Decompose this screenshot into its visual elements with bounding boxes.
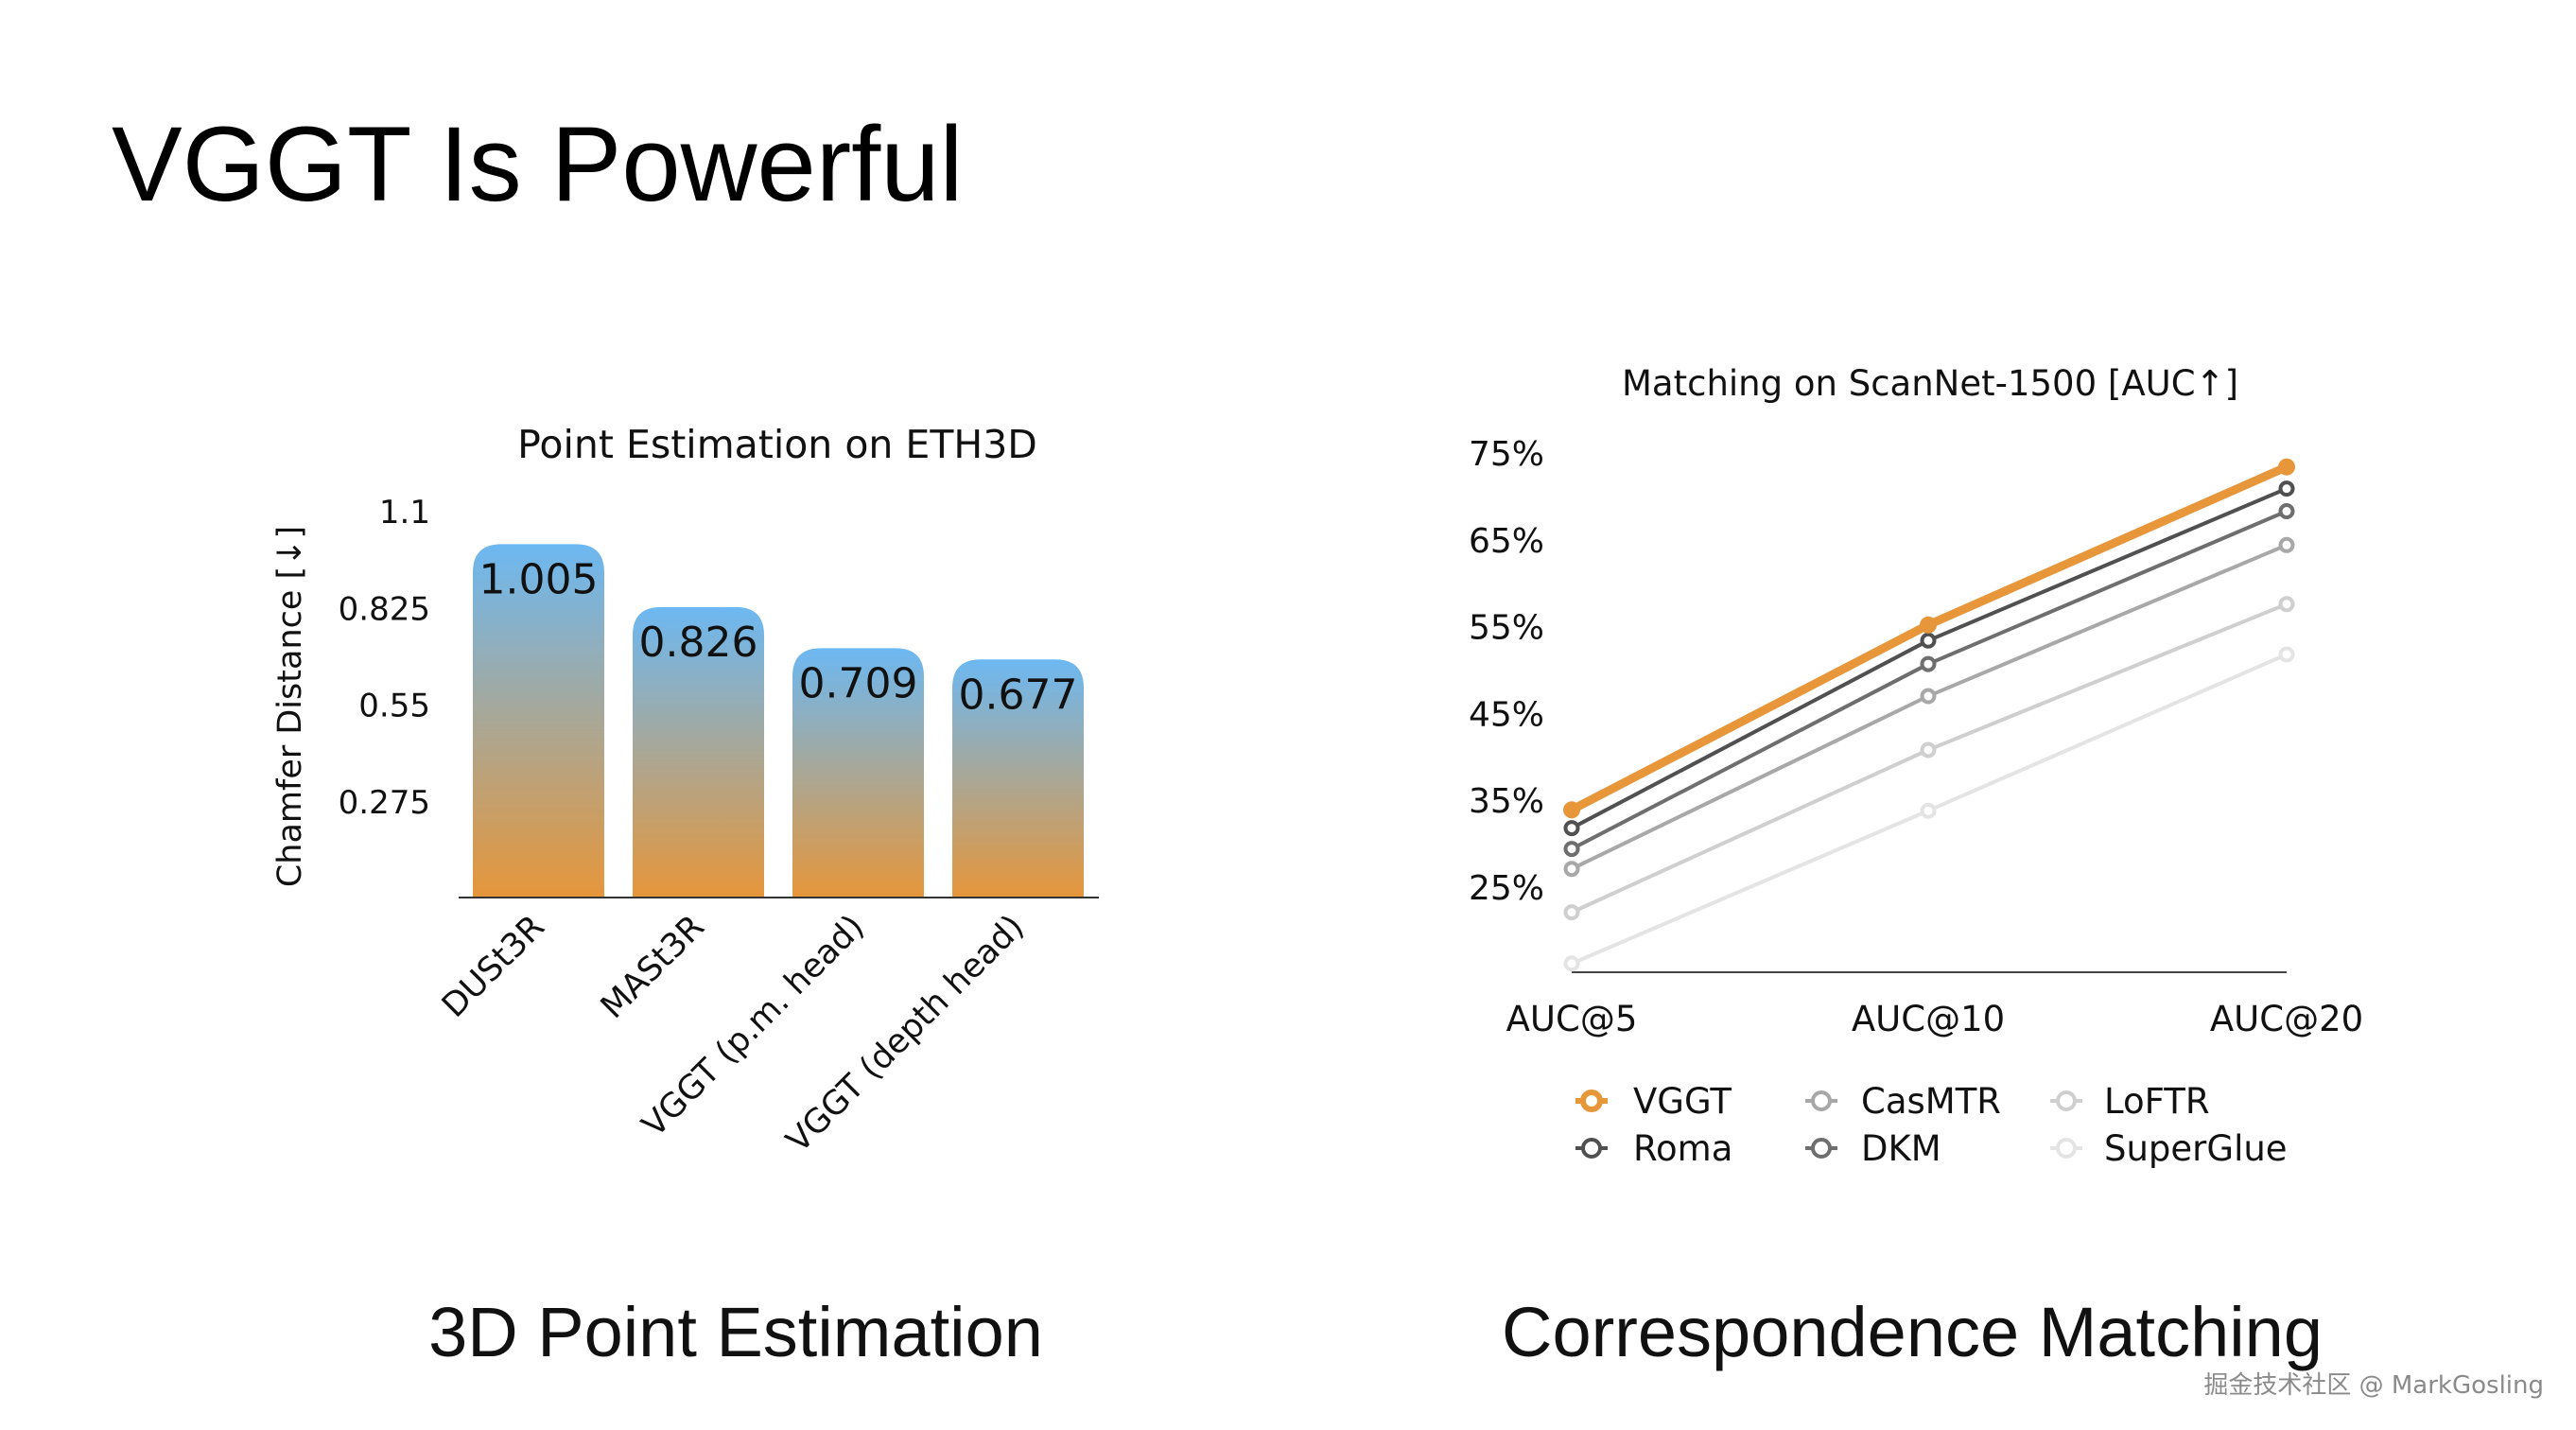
- legend-label: CasMTR: [1861, 1081, 2001, 1122]
- legend-marker-icon: [1581, 1138, 1602, 1159]
- legend-marker-icon: [1811, 1138, 1832, 1159]
- data-point: [1563, 801, 1580, 819]
- bar-mast3r: [633, 606, 764, 898]
- series-roma: [1563, 480, 2295, 837]
- line-y-tick-label: 75%: [1469, 435, 1544, 474]
- legend-label: SuperGlue: [2104, 1128, 2288, 1169]
- line-x-tick-label: AUC@20: [2210, 999, 2363, 1039]
- data-point: [2278, 646, 2295, 663]
- legend-item-loftr: LoFTR: [2050, 1081, 2210, 1122]
- legend-item-vggt: VGGT: [1575, 1081, 1732, 1122]
- slide-title: VGGT Is Powerful: [112, 105, 964, 223]
- series-casmtr: [1563, 536, 2295, 878]
- bar-data-label: 0.709: [799, 659, 918, 707]
- line-chart: Matching on ScanNet-1500 [AUC↑] 75% 65% 55…: [1469, 363, 2363, 1169]
- legend-marker-icon: [1580, 1090, 1603, 1112]
- series-superglue: [1563, 646, 2295, 972]
- bar-data-label: 0.677: [959, 671, 1078, 719]
- bar-chart: Point Estimation on ETH3D Chamfer Distan…: [271, 422, 1099, 1160]
- watermark: 掘金技术社区 @ MarkGosling: [2203, 1371, 2544, 1400]
- legend-label: VGGT: [1633, 1081, 1732, 1122]
- bar-vggt-p-m-head-: [792, 648, 924, 898]
- data-point: [2278, 536, 2295, 553]
- line-y-tick-label: 55%: [1469, 609, 1544, 648]
- data-point: [1563, 904, 1580, 921]
- legend-item-casmtr: CasMTR: [1805, 1081, 2001, 1122]
- data-point: [2278, 596, 2295, 613]
- legend-item-dkm: DKM: [1805, 1128, 1941, 1169]
- data-point: [1920, 741, 1937, 759]
- series-vggt: [1563, 458, 2295, 819]
- bar-data-label: 1.005: [479, 555, 599, 603]
- line-y-tick-label: 65%: [1469, 522, 1544, 561]
- data-point: [1563, 841, 1580, 858]
- bar-y-tick-label: 0.275: [339, 784, 430, 822]
- legend-label: DKM: [1861, 1128, 1941, 1169]
- series-line-dkm: [1571, 509, 2288, 851]
- bar-dust3r: [473, 544, 604, 898]
- data-point: [1563, 955, 1580, 972]
- bar-y-tick-label: 1.1: [379, 494, 430, 532]
- line-y-tick-label: 35%: [1469, 782, 1544, 821]
- data-point: [1563, 820, 1580, 837]
- bar-chart-title: Point Estimation on ETH3D: [517, 422, 1037, 467]
- legend-label: Roma: [1633, 1128, 1732, 1169]
- series-loftr: [1563, 596, 2295, 921]
- series-line-casmtr: [1571, 543, 2288, 871]
- bar-y-tick-label: 0.825: [339, 590, 430, 628]
- legend-label: LoFTR: [2104, 1081, 2210, 1122]
- line-chart-title: Matching on ScanNet-1500 [AUC↑]: [1622, 363, 2238, 404]
- data-point: [1920, 688, 1937, 705]
- series-dkm: [1563, 503, 2295, 858]
- bar-vggt-depth-head-: [952, 659, 1084, 898]
- legend-item-roma: Roma: [1575, 1128, 1732, 1169]
- legend-marker-icon: [2056, 1138, 2077, 1159]
- caption-correspondence-matching: Correspondence Matching: [1502, 1293, 2323, 1371]
- bar-chart-ylabel: Chamfer Distance [↓]: [271, 526, 309, 887]
- bar-y-tick-label: 0.55: [358, 688, 430, 725]
- bar-x-tick-label: MASt3R: [594, 908, 712, 1026]
- data-point: [1563, 861, 1580, 878]
- line-y-tick-label: 45%: [1469, 695, 1544, 734]
- legend-marker-icon: [2056, 1090, 2077, 1111]
- legend-marker-icon: [1811, 1090, 1832, 1111]
- data-point: [1920, 802, 1937, 819]
- caption-3d-point-estimation: 3D Point Estimation: [428, 1293, 1043, 1371]
- data-point: [2278, 480, 2295, 497]
- bar-data-label: 0.826: [639, 619, 758, 667]
- data-point: [2278, 458, 2295, 476]
- line-x-tick-label: AUC@10: [1852, 999, 2005, 1039]
- bar-x-tick-label: DUSt3R: [435, 908, 552, 1025]
- data-point: [1920, 632, 1937, 649]
- data-point: [2278, 503, 2295, 520]
- legend-item-superglue: SuperGlue: [2050, 1128, 2288, 1169]
- line-x-tick-label: AUC@5: [1506, 999, 1638, 1039]
- data-point: [1920, 655, 1937, 672]
- data-point: [1920, 616, 1937, 634]
- line-y-tick-label: 25%: [1469, 869, 1544, 908]
